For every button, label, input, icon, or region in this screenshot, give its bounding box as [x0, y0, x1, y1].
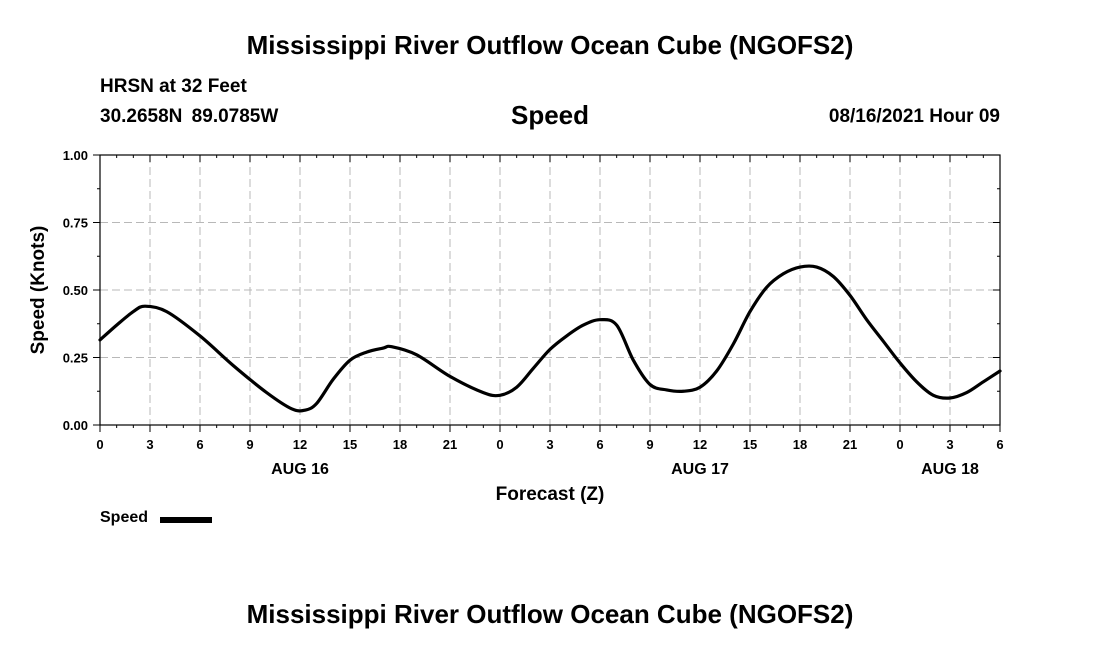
x-tick-label: 12 — [693, 437, 707, 452]
x-tick-label: 3 — [546, 437, 553, 452]
date-label: AUG 16 — [271, 461, 329, 478]
x-tick-label: 9 — [646, 437, 653, 452]
x-tick-label: 21 — [443, 437, 457, 452]
chart-title-bottom: Mississippi River Outflow Ocean Cube (NG… — [246, 599, 854, 629]
x-axis-label: Forecast (Z) — [496, 484, 605, 505]
x-tick-label: 6 — [596, 437, 603, 452]
coordinates-label: 30.2658N 89.0785W — [100, 106, 279, 127]
date-label: AUG 18 — [921, 461, 979, 478]
series-line-speed — [98, 264, 1002, 413]
x-tick-label: 6 — [196, 437, 203, 452]
x-tick-label: 6 — [996, 437, 1003, 452]
legend-label: Speed — [100, 509, 149, 526]
x-tick-label: 9 — [246, 437, 253, 452]
y-tick-label: 0.50 — [63, 283, 88, 298]
x-tick-label: 12 — [293, 437, 307, 452]
y-tick-label: 0.25 — [63, 351, 88, 366]
x-tick-label: 18 — [793, 437, 807, 452]
station-label: HRSN at 32 Feet — [100, 76, 247, 97]
x-tick-label: 15 — [343, 437, 357, 452]
chart-title-top: Mississippi River Outflow Ocean Cube (NG… — [246, 30, 854, 60]
x-tick-label: 3 — [146, 437, 153, 452]
x-tick-label: 0 — [96, 437, 103, 452]
y-tick-label: 0.00 — [63, 418, 88, 433]
date-label: AUG 17 — [671, 461, 729, 478]
chart-subtitle: Speed — [510, 100, 590, 130]
y-tick-label: 1.00 — [63, 148, 88, 163]
x-tick-label: 0 — [896, 437, 903, 452]
x-tick-label: 18 — [393, 437, 407, 452]
x-tick-label: 3 — [946, 437, 953, 452]
x-tick-label: 21 — [843, 437, 857, 452]
x-tick-label: 15 — [743, 437, 757, 452]
legend-swatch — [160, 517, 212, 523]
x-tick-label: 0 — [496, 437, 503, 452]
forecast-datetime: 08/16/2021 Hour 09 — [828, 106, 1000, 127]
y-axis-label: Speed (Knots) — [28, 226, 49, 355]
y-tick-label: 0.75 — [63, 216, 88, 231]
